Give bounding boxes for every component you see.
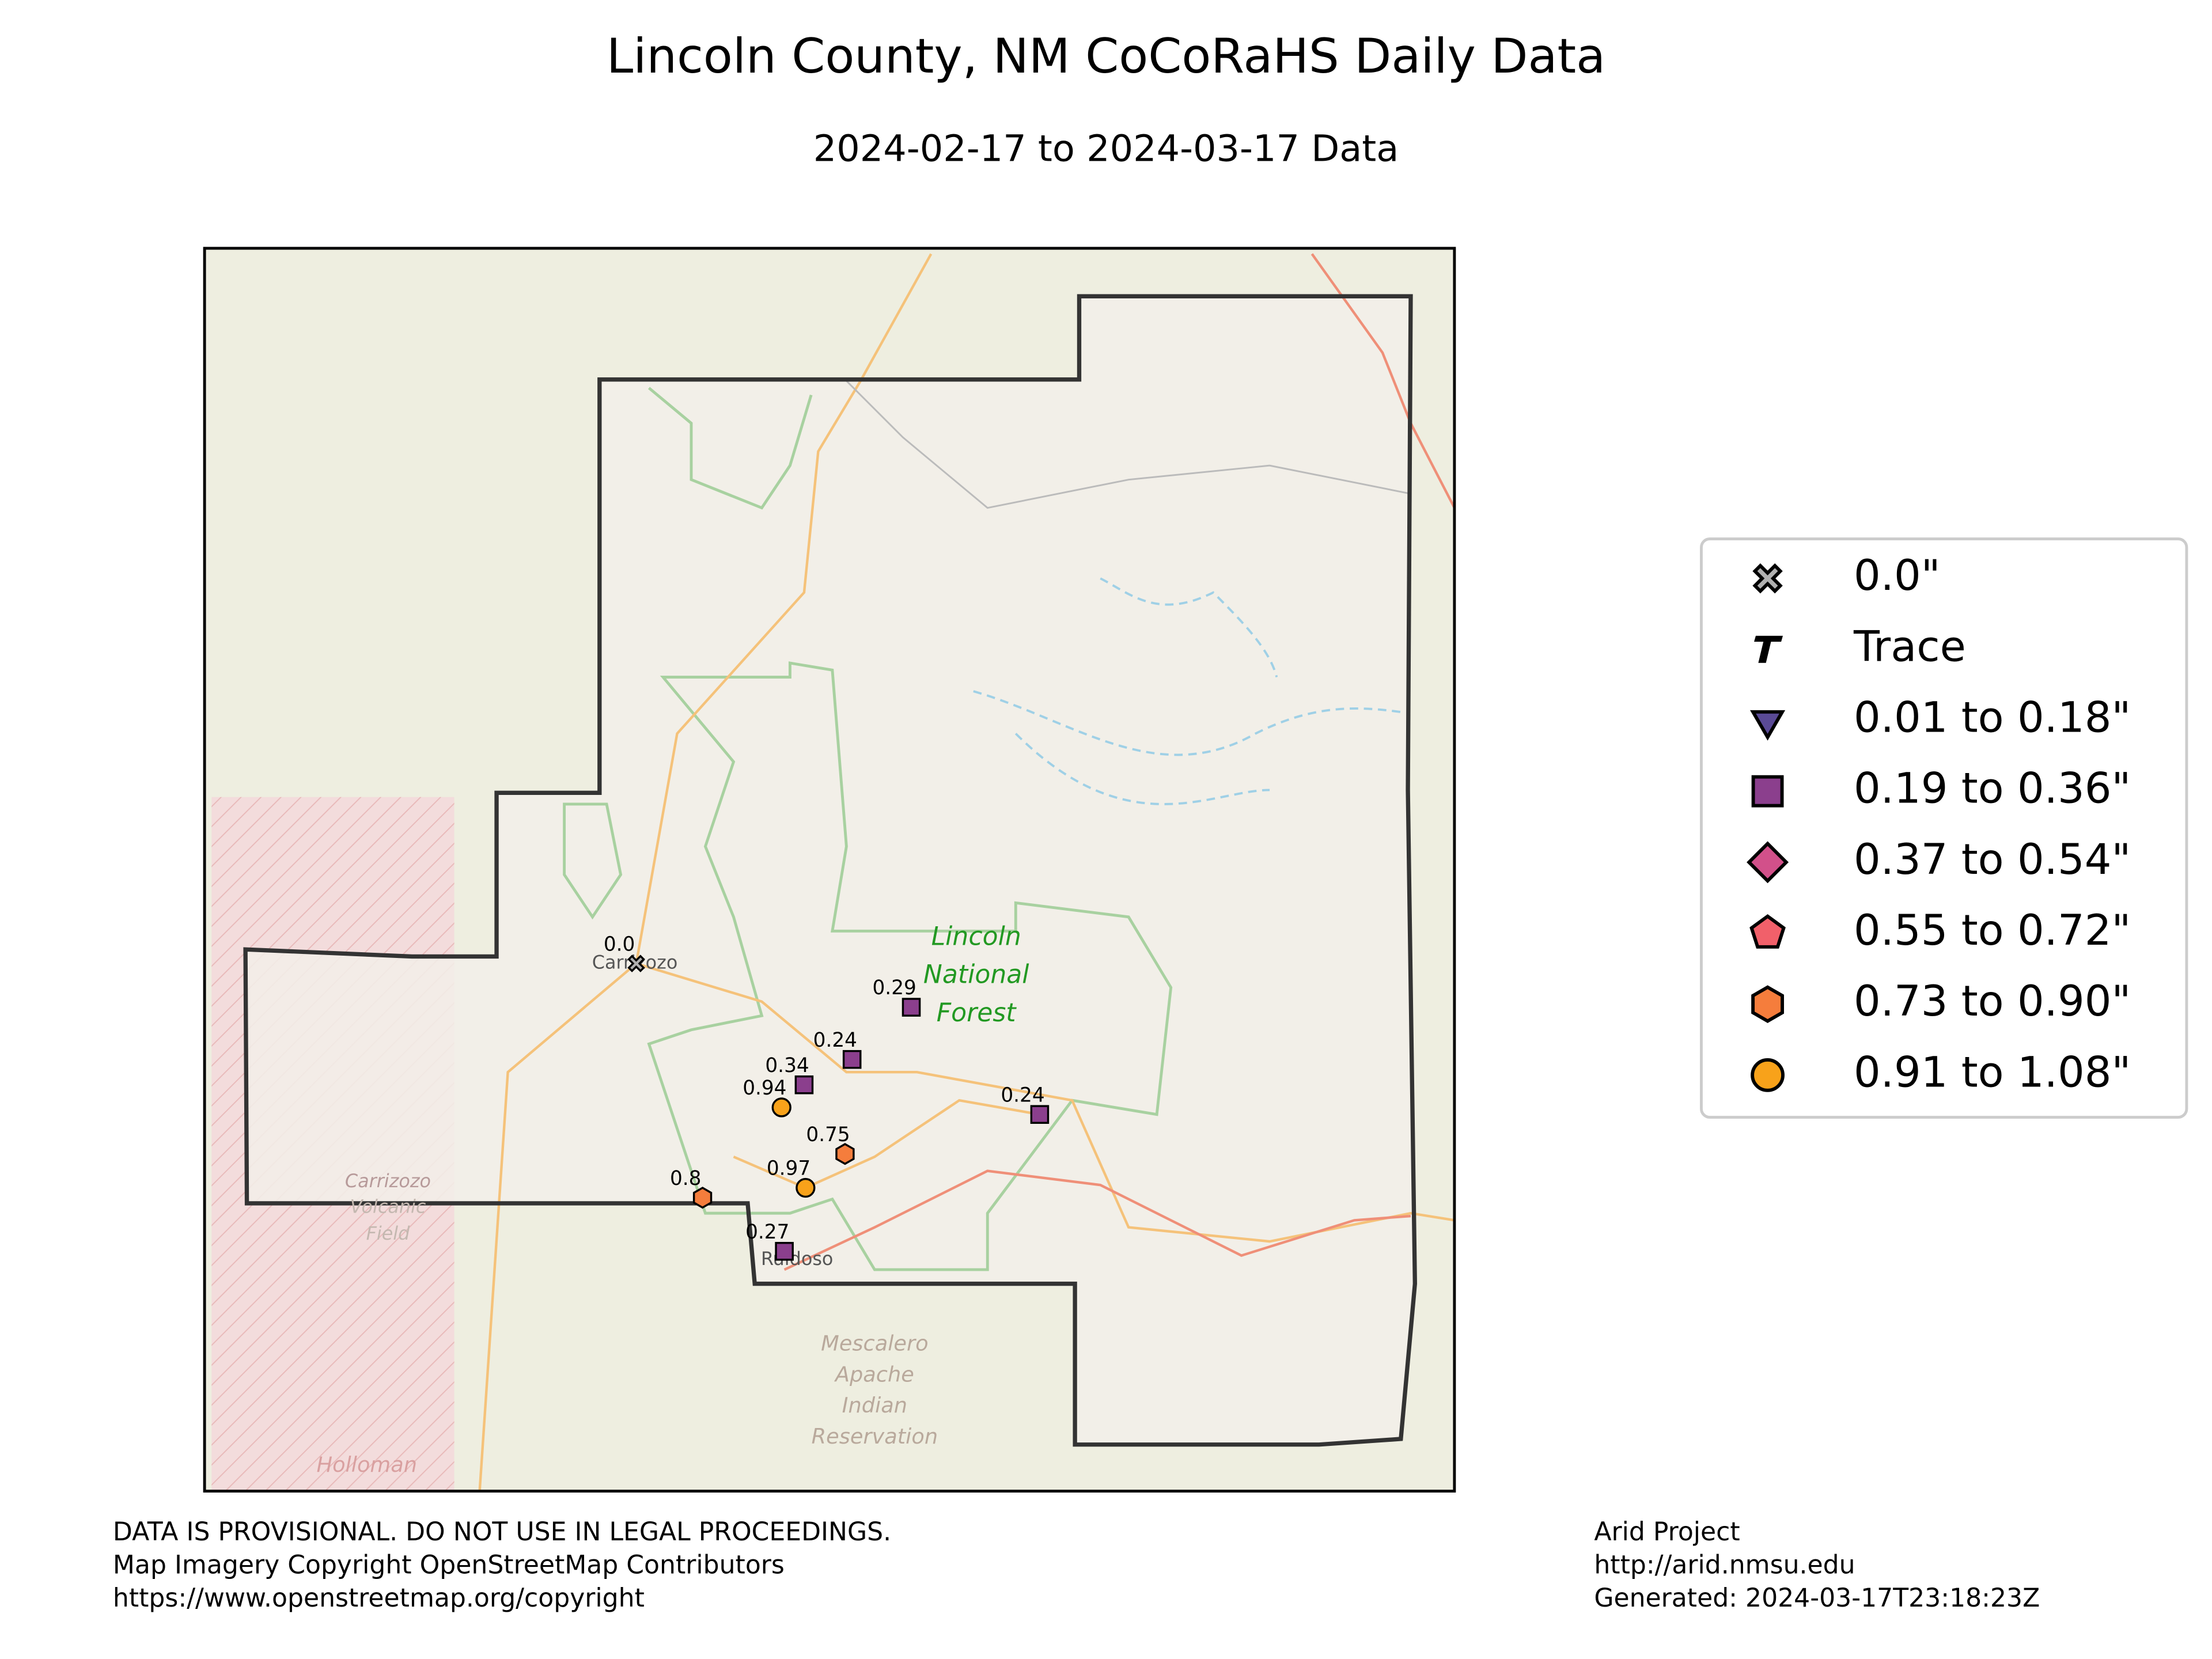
legend-marker	[1751, 775, 1784, 808]
place-label: Volcanic	[350, 1195, 426, 1217]
place-label: Carrizozo	[345, 1170, 431, 1192]
map-frame	[203, 247, 1456, 1493]
footer-left: DATA IS PROVISIONAL. DO NOT USE IN LEGAL…	[113, 1517, 891, 1547]
station-label: 0.0	[604, 933, 635, 956]
station-label: 0.94	[743, 1077, 786, 1100]
station-marker	[1030, 1105, 1050, 1124]
legend-label: 0.55 to 0.72"	[1854, 906, 2131, 955]
station-label: 0.34	[765, 1054, 809, 1077]
station-label: 0.27	[745, 1221, 789, 1244]
legend-marker	[1750, 710, 1786, 741]
legend-label: 0.0"	[1854, 551, 1941, 600]
legend-label: 0.01 to 0.18"	[1854, 693, 2131, 742]
title: Lincoln County, NM CoCoRaHS Daily Data	[607, 28, 1605, 84]
footer-right: Arid Project	[1594, 1517, 1740, 1547]
forest-boundary	[563, 802, 623, 920]
legend-marker	[1749, 914, 1786, 949]
place-label: Holloman	[316, 1452, 417, 1477]
station-marker	[771, 1097, 791, 1118]
station-marker	[627, 955, 645, 972]
station-label: 0.75	[806, 1123, 850, 1146]
place-label: Reservation	[812, 1424, 938, 1449]
place-label: Lincoln	[931, 922, 1021, 952]
footer-left: https://www.openstreetmap.org/copyright	[113, 1584, 645, 1613]
stream	[973, 577, 1404, 805]
highway	[783, 1169, 1411, 1271]
station-label: 0.8	[670, 1167, 702, 1190]
legend-label: 0.91 to 1.08"	[1854, 1048, 2131, 1097]
station-marker	[692, 1187, 713, 1209]
forest-boundary	[647, 387, 813, 510]
station-marker	[796, 1177, 816, 1198]
legend-marker	[1747, 841, 1789, 884]
station-label: 0.29	[873, 976, 916, 999]
road	[733, 1099, 1040, 1190]
place-label: Mescalero	[821, 1331, 928, 1355]
legend-marker	[1752, 563, 1783, 594]
legend-label: 0.19 to 0.36"	[1854, 764, 2131, 813]
place-label: Apache	[834, 1362, 914, 1387]
forest-boundary	[647, 661, 1173, 1271]
legend-box	[1700, 537, 2188, 1119]
legend-marker	[1754, 635, 1783, 663]
place-label: Indian	[842, 1393, 907, 1418]
footer-left: Map Imagery Copyright OpenStreetMap Cont…	[113, 1551, 785, 1580]
station-label: 0.24	[1001, 1084, 1044, 1107]
road	[635, 962, 1455, 1243]
station-label: 0.97	[767, 1157, 810, 1180]
station-marker	[902, 998, 921, 1017]
road	[478, 253, 933, 1491]
highway	[1310, 253, 1455, 509]
place-label: Field	[366, 1222, 411, 1244]
footer-right: http://arid.nmsu.edu	[1594, 1551, 1855, 1580]
county-fill	[245, 296, 1415, 1445]
place-label: National	[923, 960, 1029, 990]
boundary-line	[846, 380, 1411, 509]
legend-label: 0.73 to 0.90"	[1854, 977, 2131, 1026]
legend-marker	[1751, 985, 1784, 1023]
station-marker	[842, 1050, 862, 1069]
place-label: Forest	[937, 998, 1017, 1028]
legend-marker	[1751, 1058, 1785, 1092]
footer-right: Generated: 2024-03-17T23:18:23Z	[1594, 1584, 2040, 1613]
county-outline	[243, 294, 1418, 1447]
station-marker	[794, 1075, 814, 1094]
legend-label: Trace	[1853, 622, 1966, 671]
station-label: 0.24	[813, 1029, 857, 1052]
station-marker	[835, 1143, 855, 1165]
subtitle: 2024-02-17 to 2024-03-17 Data	[813, 128, 1399, 171]
place-label: Ruidoso	[761, 1248, 833, 1270]
legend-label: 0.37 to 0.54"	[1854, 835, 2131, 884]
station-marker	[775, 1241, 794, 1261]
map	[204, 248, 1455, 1491]
